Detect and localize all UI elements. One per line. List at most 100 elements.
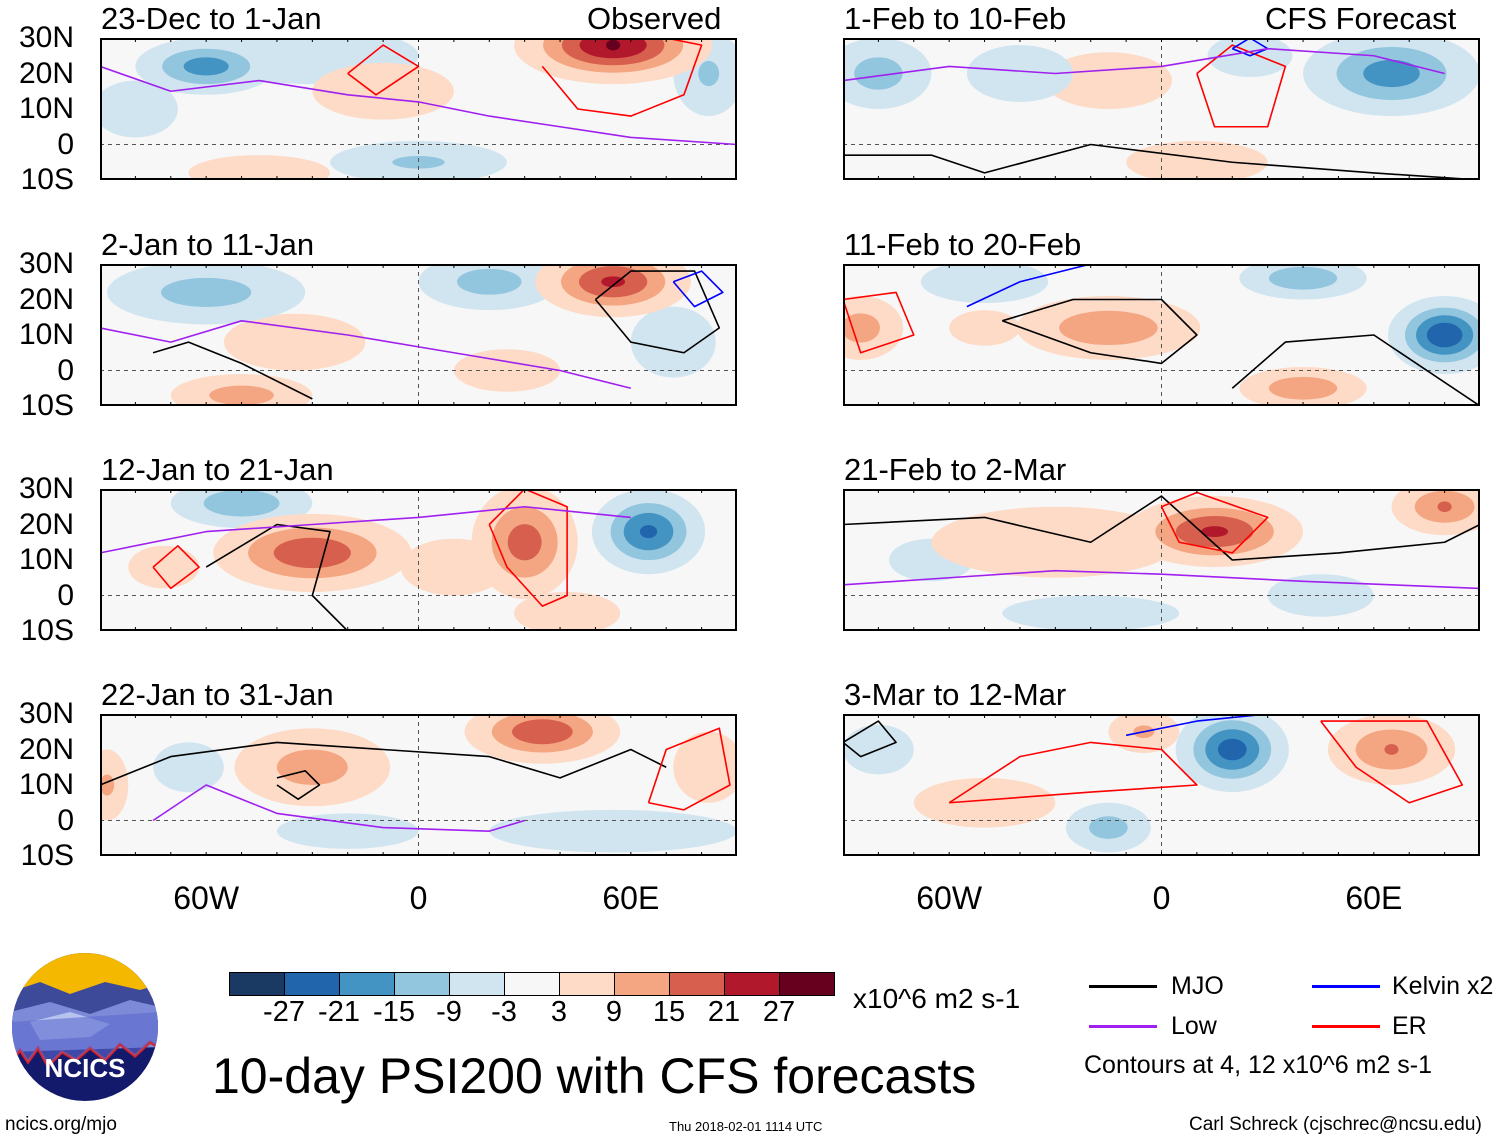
colorbar-tick-label: 3	[550, 996, 568, 1028]
legend-label-kelvin: Kelvin x2	[1392, 972, 1494, 1000]
lat-label: 30N	[18, 472, 74, 505]
colorbar-tick-label: -9	[436, 996, 462, 1028]
positive-anomaly-shading	[843, 313, 881, 343]
figure-title: 10-day PSI200 with CFS forecasts	[212, 1048, 977, 1104]
colorbar-tick-label: -27	[263, 996, 305, 1028]
negative-anomaly-shading	[698, 60, 720, 87]
positive-anomaly-shading	[913, 777, 1056, 828]
panel-title: 3-Mar to 12-Mar	[844, 677, 1067, 712]
map-panel	[843, 38, 1480, 180]
legend-label-low: Low	[1171, 1012, 1217, 1040]
positive-anomaly-shading	[512, 719, 573, 745]
colorbar-swatch	[339, 972, 395, 996]
contour-line	[672, 270, 724, 308]
negative-anomaly-shading	[100, 80, 178, 138]
negative-anomaly-shading	[183, 57, 229, 76]
negative-anomaly-shading	[489, 809, 737, 853]
map-panel	[843, 489, 1480, 631]
lon-label: 0	[1152, 880, 1171, 916]
lon-label: 60W	[916, 880, 983, 916]
colorbar-tick-label: 15	[652, 996, 686, 1028]
contour-line	[1001, 298, 1198, 365]
colorbar-swatch	[669, 972, 725, 996]
footer-url[interactable]: ncics.org/mjo	[5, 1114, 117, 1135]
panel-frame	[100, 714, 737, 856]
panel-frame	[843, 489, 1480, 631]
contour-line	[541, 38, 703, 117]
contour-line	[1231, 334, 1480, 406]
negative-anomaly-shading	[1002, 595, 1180, 631]
positive-anomaly-shading	[673, 731, 737, 803]
lat-label: 20N	[18, 732, 74, 766]
lat-label: 20N	[18, 507, 74, 541]
contour-line	[152, 784, 525, 832]
contour-line	[152, 341, 313, 400]
contour-line	[100, 319, 632, 390]
contour-line	[205, 523, 349, 631]
positive-anomaly-shading	[1044, 52, 1173, 109]
map-panel	[843, 714, 1480, 856]
negative-anomaly-shading	[920, 264, 1049, 304]
panel-frame	[100, 38, 737, 180]
contour-line	[1196, 44, 1287, 128]
positive-anomaly-shading	[1201, 526, 1229, 538]
legend-line-mjo	[1089, 985, 1157, 988]
negative-anomaly-shading	[1426, 322, 1463, 348]
positive-anomaly-shading	[514, 591, 621, 631]
map-panel	[843, 264, 1480, 406]
logo-text: NCICS	[45, 1053, 126, 1083]
map-panel	[100, 38, 737, 180]
positive-anomaly-shading	[1437, 501, 1452, 513]
negative-anomaly-shading	[854, 57, 903, 90]
lat-label: 10N	[18, 543, 74, 576]
colorbar-tick-label: -15	[373, 996, 415, 1028]
colorbar-tick-label: -21	[318, 996, 360, 1028]
colorbar-swatch	[559, 972, 615, 996]
ncics-logo: NCICS	[10, 952, 160, 1102]
legend-label-er: ER	[1392, 1012, 1427, 1040]
contour-line	[843, 47, 1445, 82]
footer-timestamp: Thu 2018-02-01 1114 UTC	[669, 1119, 823, 1134]
map-panel	[100, 714, 737, 856]
lat-label: 0	[57, 578, 74, 612]
colorbar-tick-label: 9	[605, 996, 623, 1028]
negative-anomaly-shading	[203, 489, 280, 517]
positive-anomaly-shading	[273, 537, 351, 569]
positive-anomaly-shading	[209, 385, 274, 406]
map-panel	[100, 264, 737, 406]
colorbar-swatch	[449, 972, 505, 996]
contour-line	[948, 741, 1198, 804]
legend-label-mjo: MJO	[1171, 972, 1224, 1000]
lat-label: 0	[57, 353, 74, 387]
panel-frame	[100, 489, 737, 631]
contour-line	[843, 720, 897, 758]
colorbar-swatch	[779, 972, 835, 996]
lat-label: 10S	[20, 389, 74, 422]
contour-line	[276, 769, 321, 800]
lon-label: 60W	[173, 880, 240, 916]
contour-line	[1125, 714, 1268, 737]
lat-label: 10N	[18, 92, 74, 125]
lon-label: 60E	[1345, 880, 1403, 916]
lat-label: 20N	[18, 282, 74, 316]
positive-anomaly-shading	[128, 545, 200, 589]
contour-line	[152, 544, 200, 590]
panel-title: 22-Jan to 31-Jan	[101, 677, 334, 712]
panel-frame	[100, 264, 737, 406]
lat-label: 30N	[18, 697, 74, 730]
contour-line	[966, 264, 1091, 308]
contour-line	[843, 495, 1480, 561]
panel-title: 2-Jan to 11-Jan	[101, 227, 315, 262]
negative-anomaly-shading	[457, 268, 522, 295]
positive-anomaly-shading	[223, 313, 366, 371]
panel-title: 21-Feb to 2-Mar	[844, 452, 1067, 487]
lat-label: 20N	[18, 56, 74, 90]
negative-anomaly-shading	[1363, 59, 1420, 88]
column-label-cfs-forecast: CFS Forecast	[1265, 1, 1457, 36]
contour-line	[488, 489, 568, 607]
colorbar-tick-label: 27	[762, 996, 796, 1028]
positive-anomaly-shading	[276, 749, 348, 786]
panel-frame	[843, 264, 1480, 406]
contour-line	[594, 270, 721, 354]
positive-anomaly-shading	[100, 774, 115, 796]
